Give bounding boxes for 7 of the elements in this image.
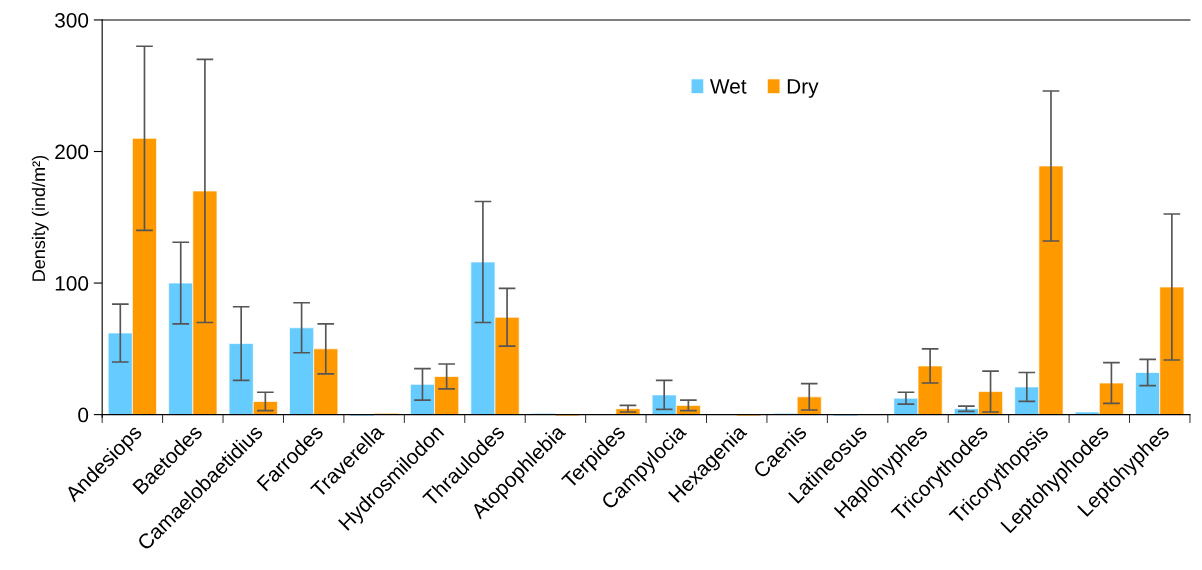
- y-tick-label: 300: [55, 12, 89, 28]
- legend-label: Wet: [709, 79, 747, 94]
- y-tick-label: 100: [55, 276, 89, 291]
- y-tick-label: 200: [55, 144, 89, 160]
- y-axis-title: Density (ind/m²): [31, 156, 49, 281]
- legend-label: Dry: [787, 79, 819, 98]
- y-tick-label: 0: [78, 407, 89, 423]
